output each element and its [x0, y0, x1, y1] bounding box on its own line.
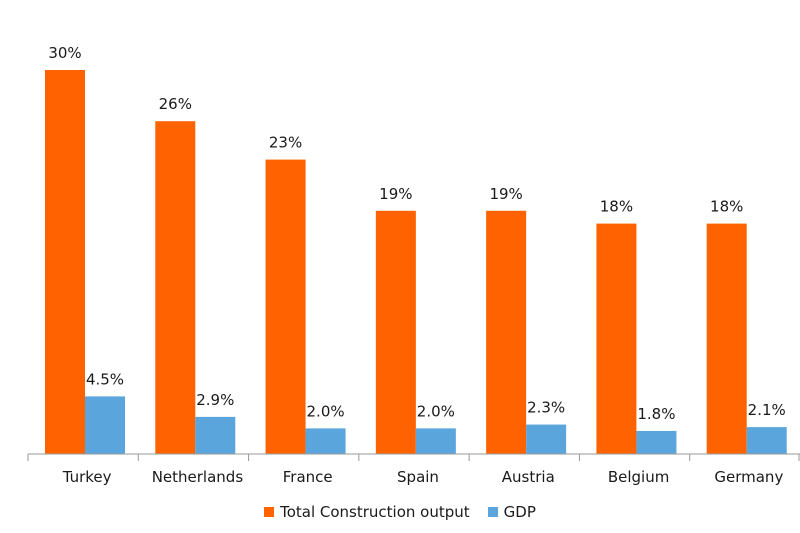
data-label-germany-construction: 18%: [710, 198, 743, 216]
data-label-germany-gdp: 2.1%: [748, 401, 786, 419]
data-label-austria-gdp: 2.3%: [527, 399, 565, 417]
bar-france-construction: [265, 159, 306, 454]
data-label-netherlands-gdp: 2.9%: [196, 391, 234, 409]
value-labels-group: 30% 4.5% 26% 2.9% 23% 2.0% 19% 2.0% 19% 2.3% 18% 1.…: [48, 44, 785, 423]
x-tick-label-germany: Germany: [714, 468, 783, 486]
data-label-turkey-construction: 30%: [48, 44, 81, 62]
bar-netherlands-construction: [155, 121, 196, 454]
data-label-austria-construction: 19%: [489, 185, 522, 203]
legend-item-gdp: GDP: [487, 503, 536, 521]
bar-netherlands-gdp: [195, 416, 236, 454]
data-label-spain-gdp: 2.0%: [417, 402, 455, 420]
legend-label-gdp: GDP: [503, 503, 536, 521]
x-tick-labels: Turkey Netherlands France Spain Austria Belgi…: [62, 468, 784, 486]
bar-chart: 30% 4.5% 26% 2.9% 23% 2.0% 19% 2.0% 19% 2.3% 18% 1.…: [27, 44, 800, 486]
bar-turkey-construction: [45, 70, 85, 454]
data-label-turkey-gdp: 4.5%: [86, 370, 124, 388]
x-tick-label-belgium: Belgium: [608, 468, 670, 486]
x-tick-label-spain: Spain: [397, 468, 439, 486]
x-tick-label-netherlands: Netherlands: [152, 468, 244, 486]
bar-belgium-construction: [596, 223, 637, 454]
data-label-spain-construction: 19%: [379, 185, 412, 203]
legend: Total Construction output GDP: [0, 503, 800, 521]
bar-austria-gdp: [526, 424, 567, 454]
bar-spain-gdp: [415, 428, 456, 454]
bar-austria-construction: [486, 210, 527, 454]
data-label-belgium-construction: 18%: [600, 198, 633, 216]
x-tick-label-austria: Austria: [502, 468, 555, 486]
bar-spain-construction: [375, 210, 416, 454]
legend-item-construction: Total Construction output: [264, 503, 470, 521]
bar-france-gdp: [305, 428, 346, 454]
bar-germany-gdp: [746, 427, 787, 454]
bar-turkey-gdp: [85, 396, 125, 454]
legend-swatch-gdp: [487, 507, 498, 517]
bars-group: [45, 70, 787, 454]
x-tick-label-turkey: Turkey: [62, 468, 112, 486]
legend-swatch-construction: [264, 507, 275, 517]
bar-belgium-gdp: [636, 430, 677, 454]
bar-germany-construction: [706, 223, 747, 454]
legend-label-construction: Total Construction output: [280, 503, 470, 521]
x-tick-label-france: France: [283, 468, 333, 486]
x-axis: [27, 453, 800, 461]
data-label-france-gdp: 2.0%: [307, 402, 345, 420]
data-label-netherlands-construction: 26%: [159, 95, 192, 113]
data-label-france-construction: 23%: [269, 134, 302, 152]
data-label-belgium-gdp: 1.8%: [637, 405, 675, 423]
